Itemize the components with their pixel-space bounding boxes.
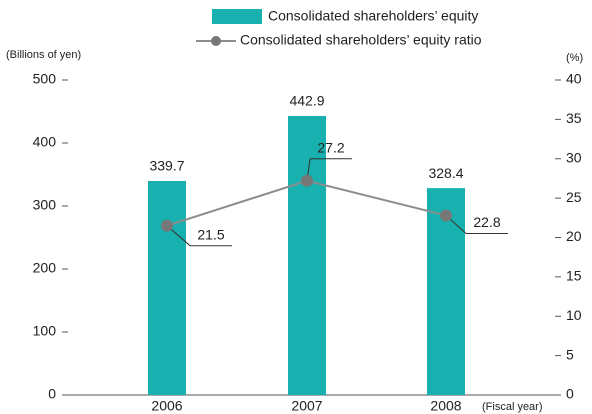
y2-tick-label: 20 [566, 228, 582, 244]
x-axis-label: (Fiscal year) [482, 401, 543, 413]
legend-label: Consolidated shareholders’ equity [268, 8, 478, 24]
y2-tick-label: 15 [566, 268, 582, 284]
y-tick-label: 0 [48, 386, 56, 402]
y-tick-label: 500 [33, 71, 57, 87]
line-value-label: 21.5 [197, 226, 224, 242]
y-tick-label: 300 [33, 197, 57, 213]
ratio-marker [440, 209, 452, 222]
y-axis-label: (Billions of yen) [6, 49, 81, 61]
bar [427, 188, 465, 395]
ratio-marker [301, 174, 313, 187]
y2-tick-label: 40 [566, 71, 582, 87]
x-tick-label: 2007 [291, 398, 322, 414]
ratio-marker [161, 219, 173, 232]
y-tick-label: 200 [33, 260, 57, 276]
x-tick-label: 2006 [151, 398, 182, 414]
line-value-label: 27.2 [317, 140, 344, 156]
y2-tick-label: 30 [566, 149, 582, 165]
y-tick-label: 100 [33, 323, 57, 339]
y2-tick-label: 5 [566, 346, 574, 362]
bar-value-label: 442.9 [289, 93, 324, 109]
legend-swatch-marker [211, 36, 221, 46]
y2-axis-label: (%) [566, 52, 583, 64]
y-tick-label: 400 [33, 134, 57, 150]
legend-label: Consolidated shareholders’ equity ratio [240, 32, 482, 48]
line-value-label: 22.8 [473, 214, 500, 230]
x-tick-label: 2008 [430, 398, 461, 414]
legend-swatch-bar [212, 9, 262, 24]
bar [288, 115, 326, 396]
bar [148, 180, 186, 395]
y2-tick-label: 35 [566, 110, 582, 126]
y2-tick-label: 0 [566, 386, 574, 402]
y2-tick-label: 10 [566, 307, 582, 323]
y2-tick-label: 25 [566, 189, 582, 205]
bar-value-label: 339.7 [149, 158, 184, 174]
bar-value-label: 328.4 [428, 165, 463, 181]
